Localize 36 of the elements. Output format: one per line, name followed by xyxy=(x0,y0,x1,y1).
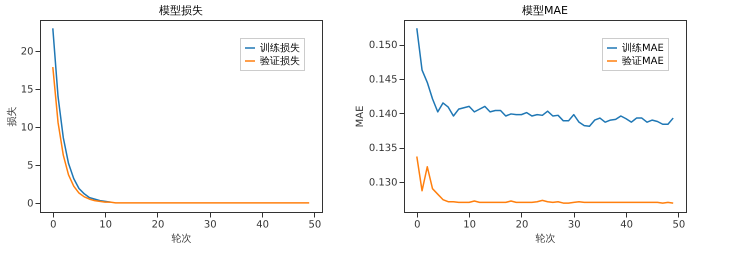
x-tick-label: 50 xyxy=(308,220,322,230)
y-tick-label: 10 xyxy=(20,122,34,134)
x-tick-label: 40 xyxy=(256,220,269,230)
line-series xyxy=(52,66,310,204)
x-tick-label: 0 xyxy=(50,220,57,230)
line-series xyxy=(416,27,674,128)
x-tick-label: 30 xyxy=(204,220,217,230)
y-tick-label: 0.140 xyxy=(368,108,398,120)
x-axis-title: 轮次 xyxy=(536,232,556,244)
x-tick-label: 0 xyxy=(414,220,421,230)
x-tick-label: 10 xyxy=(99,220,112,230)
y-tick-label: 0.150 xyxy=(368,40,398,52)
x-axis-title: 轮次 xyxy=(172,232,192,244)
legend-label: 训练MAE xyxy=(622,42,664,54)
line-series xyxy=(52,28,112,203)
y-tick-label: 15 xyxy=(20,84,34,96)
x-tick-label: 50 xyxy=(672,220,686,230)
y-tick-label: 20 xyxy=(20,46,34,58)
y-tick-label: 0.145 xyxy=(368,74,398,86)
y-axis-title: MAE xyxy=(354,106,366,128)
x-tick-label: 20 xyxy=(516,220,528,230)
y-axis-title: 损失 xyxy=(6,106,18,126)
chart-title: 模型MAE xyxy=(522,4,568,17)
y-tick-label: 0.130 xyxy=(368,177,398,188)
line-series xyxy=(416,156,674,204)
x-tick-label: 20 xyxy=(152,220,164,230)
legend-label: 验证损失 xyxy=(260,55,300,67)
legend-label: 训练损失 xyxy=(260,42,300,54)
x-tick-label: 30 xyxy=(568,220,581,230)
chart-title: 模型损失 xyxy=(159,4,203,17)
x-tick-label: 40 xyxy=(620,220,633,230)
x-tick-label: 10 xyxy=(463,220,476,230)
y-tick-label: 5 xyxy=(27,160,34,172)
y-tick-label: 0 xyxy=(27,198,34,210)
y-tick-label: 0.135 xyxy=(368,143,398,154)
legend-label: 验证MAE xyxy=(622,55,664,67)
